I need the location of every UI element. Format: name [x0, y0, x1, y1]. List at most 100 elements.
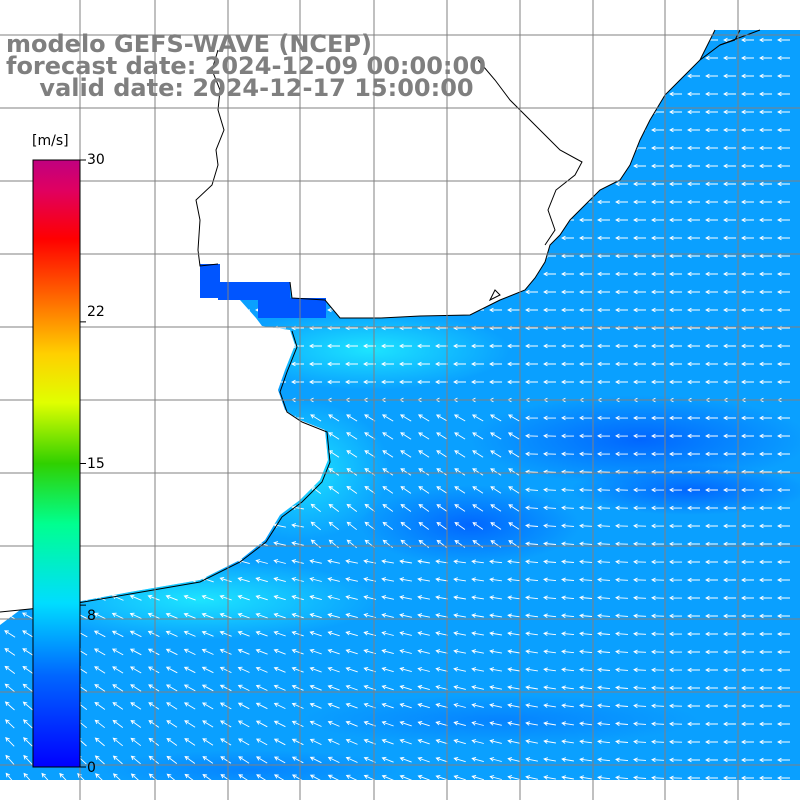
- wind-arrow: [165, 612, 178, 619]
- wind-arrow: [41, 772, 51, 780]
- wind-arrow: [381, 577, 394, 582]
- wind-arrow: [328, 468, 340, 476]
- wind-arrow: [273, 684, 286, 691]
- wind-arrow: [525, 739, 538, 744]
- wind-arrow: [741, 91, 754, 97]
- wind-arrow: [202, 720, 214, 728]
- wind-arrow: [777, 235, 790, 241]
- wind-arrow: [291, 774, 304, 780]
- wind-arrow: [759, 163, 772, 169]
- wind-arrow: [777, 649, 790, 655]
- wind-arrow: [651, 487, 665, 493]
- wind-arrow: [418, 450, 430, 458]
- wind-arrow: [597, 775, 611, 780]
- wind-arrow: [273, 756, 286, 764]
- wind-arrow: [435, 577, 448, 582]
- wind-arrow: [651, 307, 664, 313]
- wind-arrow: [471, 379, 484, 385]
- wind-arrow: [435, 703, 448, 709]
- wind-arrow: [615, 559, 629, 565]
- wind-arrow: [669, 91, 682, 97]
- wind-arrow: [309, 738, 322, 746]
- wind-arrow: [435, 343, 448, 349]
- wind-arrow: [381, 684, 394, 691]
- wind-arrow: [436, 486, 448, 494]
- wind-arrow: [489, 613, 502, 618]
- wind-arrow: [615, 343, 628, 349]
- wind-arrow: [633, 253, 646, 259]
- wind-arrow: [310, 414, 322, 422]
- wind-arrow: [615, 775, 629, 780]
- wind-arrow: [489, 721, 502, 726]
- wind-arrow: [777, 217, 790, 223]
- wind-arrow: [435, 361, 448, 367]
- wind-arrow: [381, 756, 394, 763]
- wind-arrow: [723, 577, 736, 583]
- wind-arrow: [471, 667, 484, 672]
- wind-arrow: [651, 235, 664, 241]
- wind-arrow: [201, 594, 214, 601]
- wind-arrow: [669, 307, 682, 313]
- wind-arrow: [400, 450, 412, 458]
- wind-arrow: [165, 630, 178, 637]
- wind-arrow: [759, 739, 772, 745]
- wind-arrow: [741, 253, 754, 259]
- wind-arrow: [273, 594, 286, 601]
- wind-arrow: [220, 774, 232, 780]
- wind-arrow: [669, 613, 683, 619]
- wind-arrow: [597, 577, 611, 583]
- wind-arrow: [453, 667, 466, 672]
- wind-arrow: [633, 379, 646, 385]
- wind-arrow: [597, 253, 610, 259]
- wind-arrow: [741, 217, 754, 223]
- wind-arrow: [508, 486, 520, 494]
- wind-arrow: [219, 648, 232, 655]
- wind-arrow: [687, 199, 700, 205]
- wind-arrow: [95, 773, 105, 780]
- wind-arrow: [418, 521, 430, 530]
- wind-arrow: [417, 577, 430, 582]
- wind-arrow: [453, 721, 466, 727]
- wind-arrow: [597, 721, 611, 726]
- wind-arrow: [579, 253, 592, 259]
- wind-arrow: [669, 217, 682, 223]
- wind-arrow: [687, 505, 700, 511]
- wind-arrow: [597, 379, 610, 385]
- wind-arrow: [777, 163, 790, 169]
- wind-arrow: [597, 217, 610, 223]
- wind-arrow: [633, 415, 646, 421]
- wind-arrow: [705, 271, 718, 277]
- wind-arrow: [436, 468, 448, 476]
- wind-arrow: [148, 684, 160, 692]
- wind-arrow: [705, 577, 718, 583]
- wind-arrow: [723, 505, 736, 511]
- wind-arrow: [219, 630, 232, 637]
- wind-arrow: [507, 667, 520, 672]
- wind-arrow: [130, 684, 142, 692]
- wind-arrow: [273, 559, 286, 564]
- wind-arrow: [507, 631, 520, 636]
- wind-arrow: [328, 539, 339, 549]
- wind-arrow: [687, 343, 700, 349]
- wind-arrow: [651, 415, 664, 421]
- wind-arrow: [364, 450, 376, 458]
- wind-arrow: [309, 361, 322, 367]
- wind-arrow: [399, 613, 412, 618]
- wind-arrow: [597, 307, 610, 313]
- wind-arrow: [579, 595, 593, 601]
- wind-arrow: [291, 666, 304, 673]
- wind-arrow: [309, 343, 322, 349]
- wind-arrow: [759, 415, 772, 421]
- wind-arrow: [543, 361, 556, 367]
- wind-arrow: [777, 577, 790, 583]
- wind-arrow: [723, 91, 736, 97]
- wind-arrow: [201, 702, 214, 710]
- wind-arrow: [579, 631, 593, 637]
- wind-arrow: [669, 361, 682, 367]
- wind-arrow: [237, 594, 250, 601]
- wind-arrow: [651, 757, 665, 763]
- wind-arrow: [489, 631, 502, 636]
- wind-arrow: [759, 271, 772, 277]
- wind-arrow: [490, 504, 502, 512]
- wind-arrow: [345, 720, 358, 727]
